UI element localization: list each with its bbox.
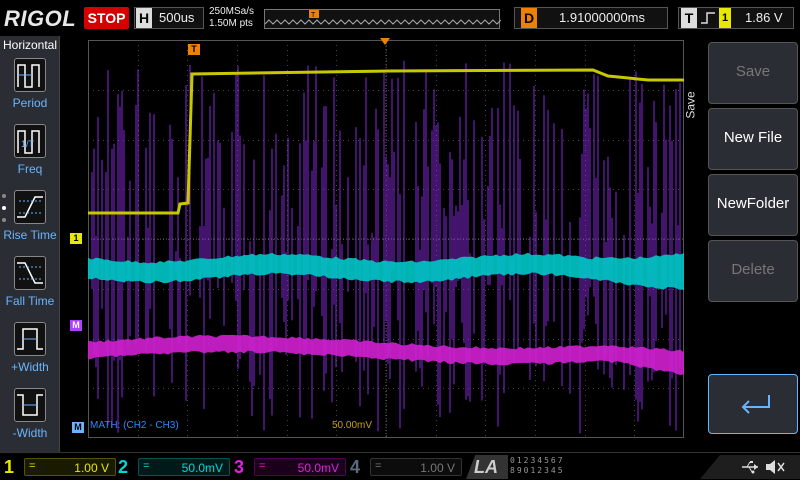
return-button[interactable] [708,374,798,434]
save-button[interactable]: Save [708,42,798,104]
rising-edge-icon [701,12,715,24]
channel-4-status[interactable]: 4 = 1.00 V [350,456,462,478]
delay-value: 1.91000000ms [559,10,646,25]
measure-freq[interactable]: 1/T Freq [0,124,60,190]
save-menu-title: Save [683,91,698,119]
fall-time-icon [14,256,46,290]
measure-positive-width[interactable]: +Width [0,322,60,388]
horizontal-center-marker [380,38,390,45]
channel-4-scale: 1.00 V [420,461,455,475]
channel-1-trace [88,68,684,215]
channel-4-number: 4 [350,457,361,477]
svg-text:T: T [311,12,316,19]
measure-freq-label: Freq [17,162,43,176]
channel-1-coupling: = [29,460,36,472]
measure-positive-width-label: +Width [11,360,49,374]
trigger-display[interactable]: T 1 1.86 V [678,7,794,29]
waveform-display[interactable] [88,40,684,438]
top-status-bar: RIGOL STOP H 500us 250MSa/s 1.50M pts T … [0,0,800,36]
save-menu: Save Save New File NewFolder Delete [683,36,800,452]
new-folder-button[interactable]: NewFolder [708,174,798,236]
channel-4-coupling: = [375,460,382,472]
math-function-label: MATH: (CH2 - CH3) [90,420,179,431]
channel-1-number: 1 [4,457,15,477]
measure-menu-title: Horizontal [2,38,58,52]
usb-icon [742,461,758,474]
period-measure-icon [14,58,46,92]
waveform-traces [88,60,684,434]
channel-1-status[interactable]: 1 = 1.00 V [4,456,116,478]
math-scale-label: 50.00mV [332,420,373,431]
waveform-overview-scroller[interactable]: T [264,9,501,29]
acquisition-info: 250MSa/s 1.50M pts [209,6,254,30]
channel-3-number: 3 [234,457,245,477]
measure-rise-time[interactable]: Rise Time [0,190,60,256]
channel-2-coupling: = [143,460,150,472]
memory-depth: 1.50M pts [209,18,253,29]
logic-channel-indicator: 01234567 89012345 [510,456,565,475]
channel-3-status[interactable]: 3 = 50.0mV [234,456,346,478]
measure-period-label: Period [12,96,48,110]
speaker-mute-icon[interactable] [764,458,786,476]
return-arrow-icon [741,395,770,414]
timebase-display[interactable]: H 500us [134,7,204,29]
positive-width-icon [14,322,46,356]
measure-period[interactable]: Period [0,58,60,124]
measure-negative-width[interactable]: -Width [0,388,60,454]
trigger-position-marker[interactable]: T [188,44,200,55]
svg-text:1/T: 1/T [21,139,35,149]
menu-page-indicator [2,194,8,230]
trigger-letter: T [681,8,697,28]
channel-1-scale: 1.00 V [74,461,109,475]
measure-menu: Horizontal Period 1/T Freq Rise Time Fal… [0,36,60,452]
overview-waveform-icon: T [265,10,501,25]
ch1-ground-marker[interactable]: 1 [70,233,82,244]
measure-rise-time-label: Rise Time [3,228,57,242]
run-stop-status[interactable]: STOP [84,7,129,29]
delay-letter: D [521,8,537,28]
channel-3-trace [88,334,684,376]
channel-2-trace [88,252,684,290]
brand-logo: RIGOL [4,6,77,31]
channel-3-coupling: = [259,460,266,472]
math-bottom-marker[interactable]: M [72,422,84,433]
channel-2-number: 2 [118,457,129,477]
sample-rate: 250MSa/s [209,6,255,17]
negative-width-icon [14,388,46,422]
measure-negative-width-label: -Width [12,426,48,440]
logic-analyzer-button[interactable]: LA [466,455,508,479]
new-file-button[interactable]: New File [708,108,798,170]
math-ground-marker[interactable]: M [70,320,82,331]
timebase-letter: H [136,8,152,28]
channel-status-bar: 1 = 1.00 V 2 = 50.0mV 3 = 50.0mV 4 = 1.0… [0,452,800,480]
measure-fall-time-label: Fall Time [5,294,55,308]
timebase-value: 500us [159,10,195,25]
frequency-measure-icon: 1/T [14,124,46,158]
rise-time-icon [14,190,46,224]
channel-3-scale: 50.0mV [297,461,339,475]
trigger-source: 1 [719,8,731,28]
delay-display[interactable]: D 1.91000000ms [514,7,668,29]
trigger-level: 1.86 V [745,10,783,25]
delete-button[interactable]: Delete [708,240,798,302]
channel-2-scale: 50.0mV [181,461,223,475]
channel-2-status[interactable]: 2 = 50.0mV [118,456,230,478]
measure-fall-time[interactable]: Fall Time [0,256,60,322]
